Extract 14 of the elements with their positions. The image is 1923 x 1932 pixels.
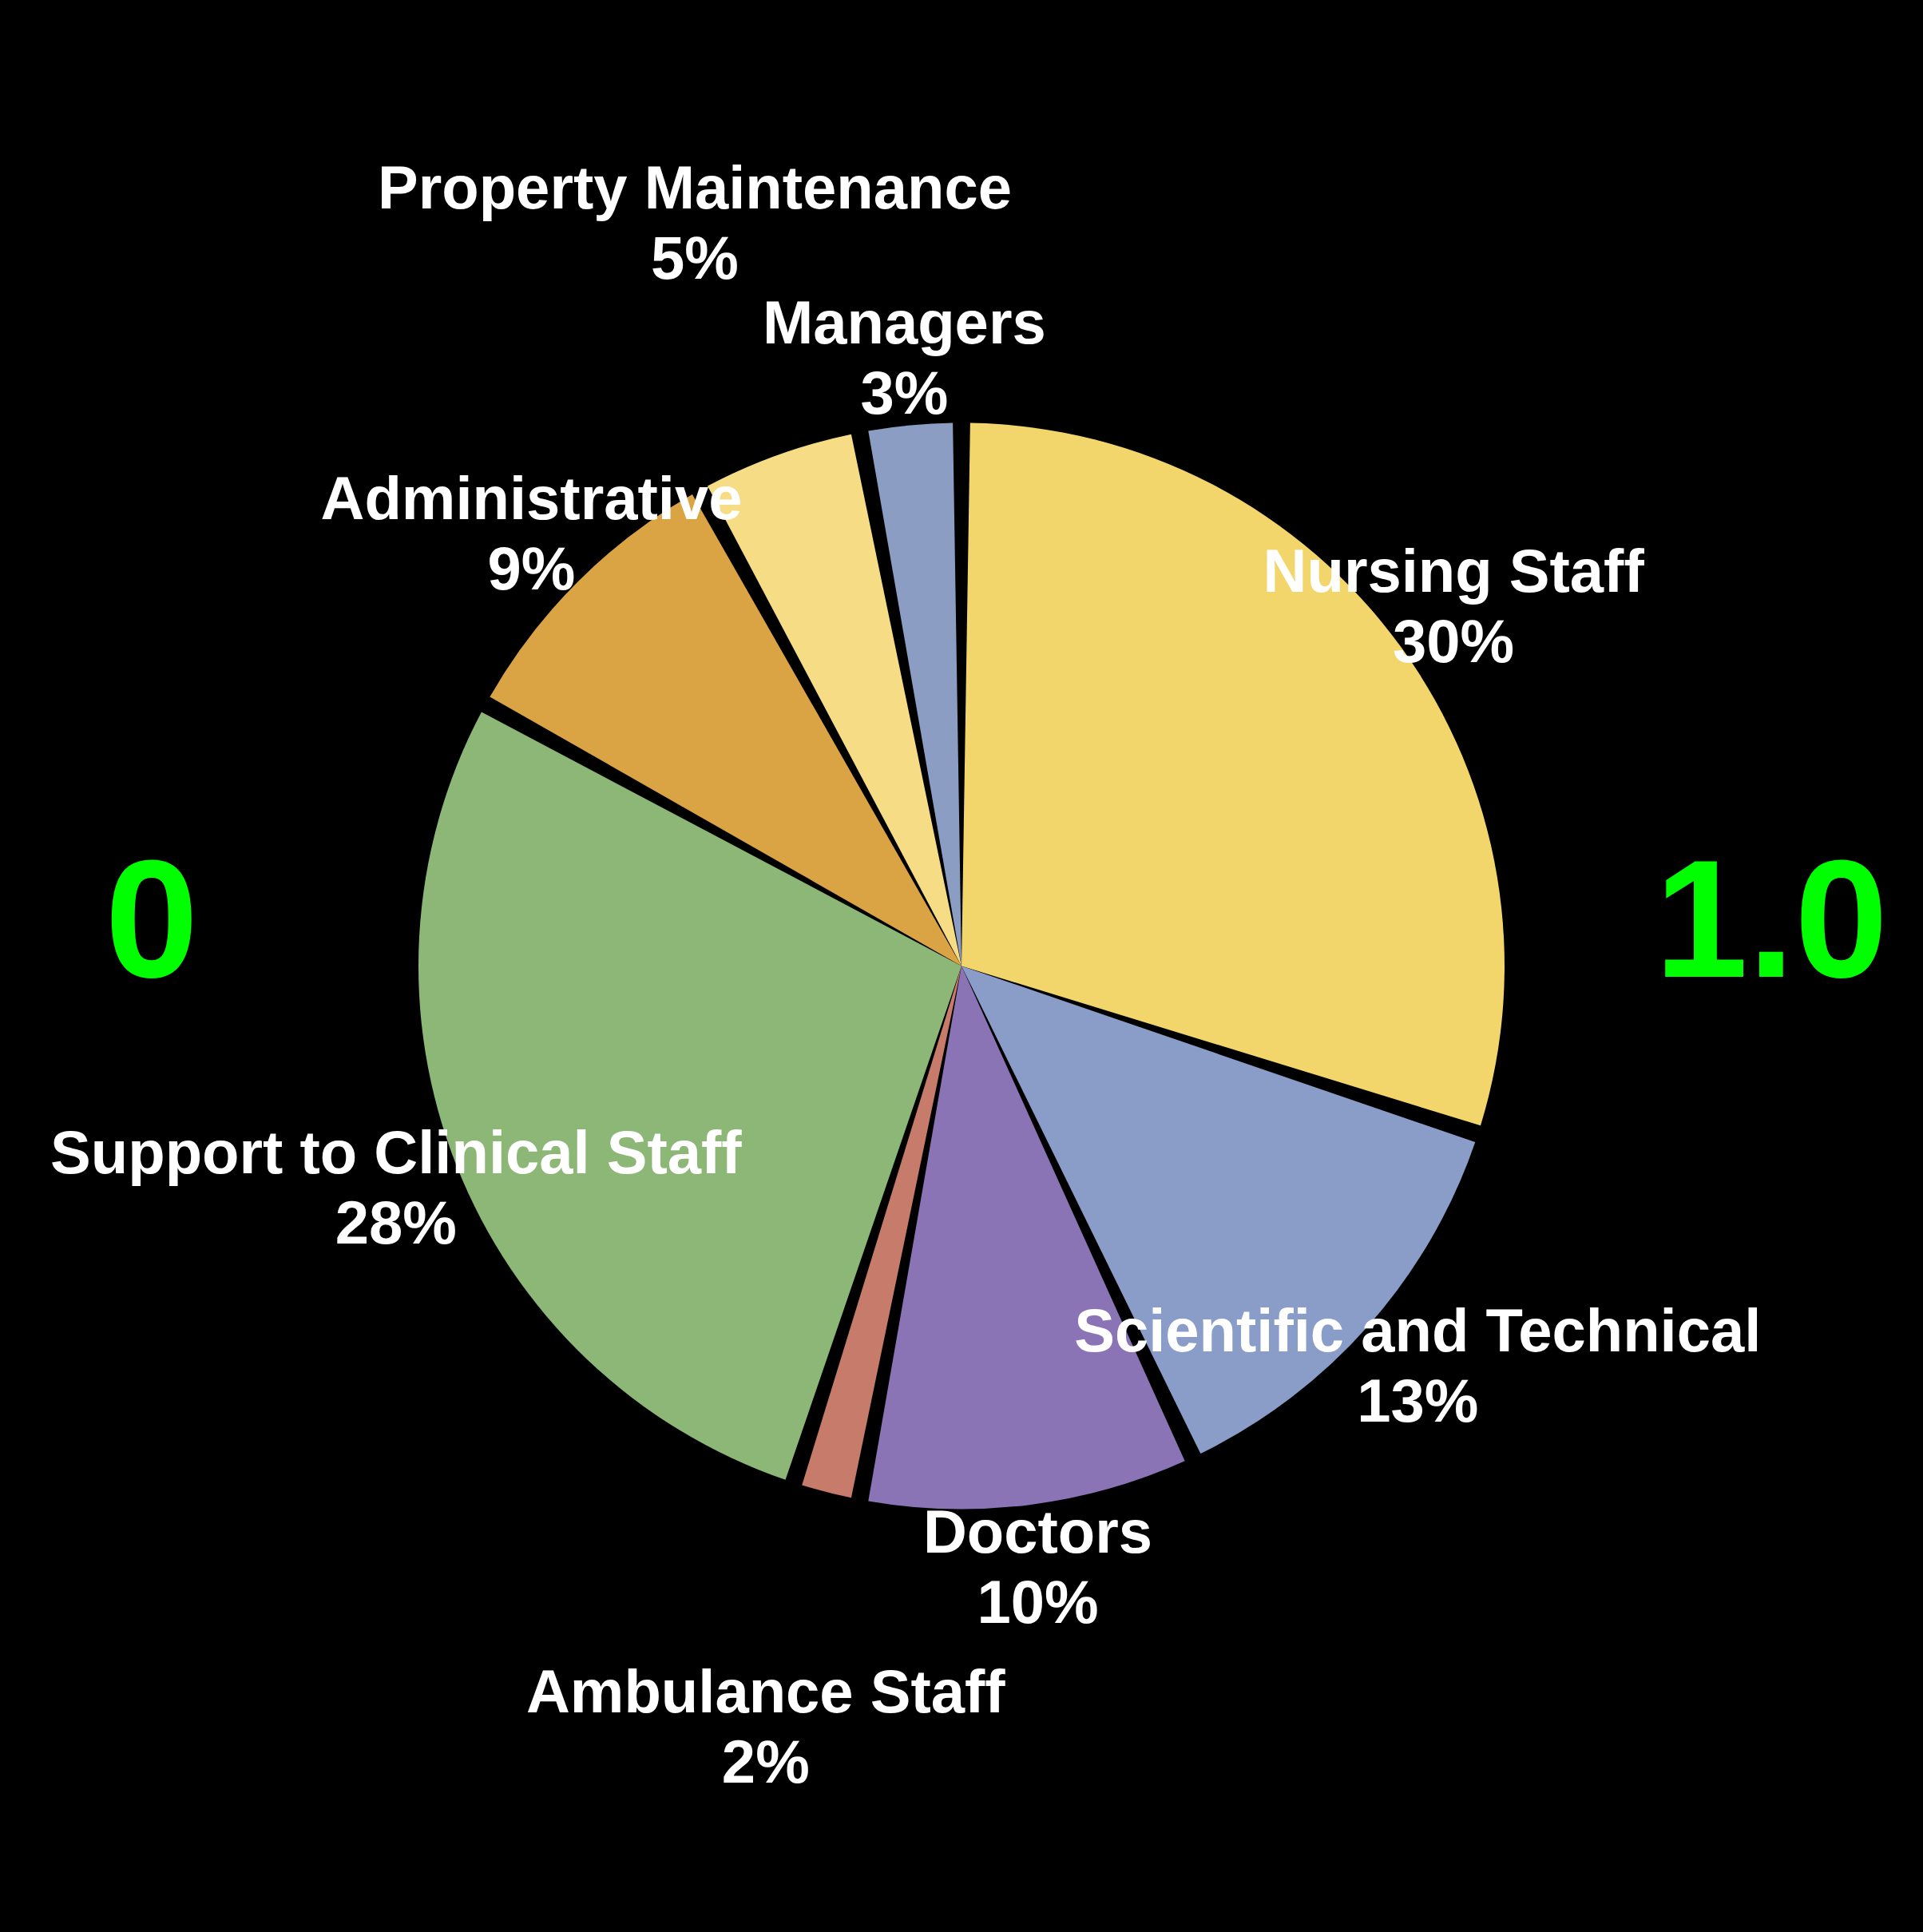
data-label: 10% (977, 1568, 1099, 1636)
data-label: 5% (651, 223, 739, 292)
slice-label: Managers (762, 288, 1046, 357)
data-label: 9% (487, 534, 576, 602)
data-label: 2% (721, 1727, 810, 1795)
data-label: 28% (335, 1188, 457, 1256)
slice-label: Ambulance Staff (525, 1656, 1006, 1725)
data-label: 30% (1393, 606, 1515, 675)
data-label: 13% (1357, 1367, 1479, 1435)
text: 1.0 (1655, 824, 1888, 1013)
slice-label: Property Maintenance (378, 153, 1012, 221)
slice-label: Doctors (922, 1498, 1153, 1566)
text: 0 (105, 824, 199, 1013)
data-label: 3% (860, 359, 949, 427)
